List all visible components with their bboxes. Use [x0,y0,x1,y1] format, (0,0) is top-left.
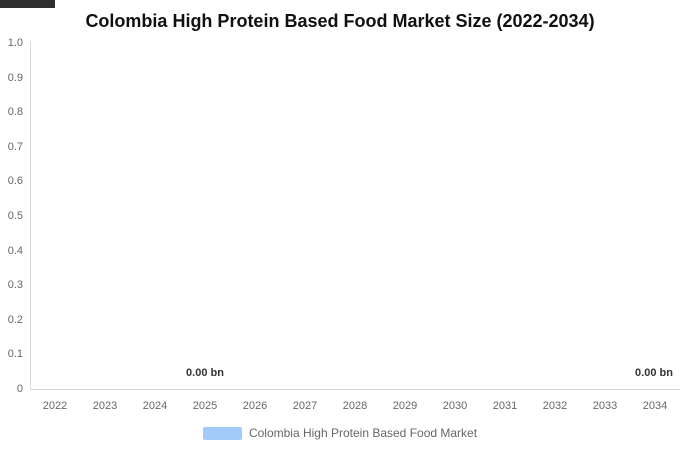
x-tick-label: 2028 [342,400,368,412]
x-tick-label: 2023 [92,400,118,412]
point-label: 0.00 bn [186,367,224,379]
y-tick-label: 0.9 [7,71,23,84]
chart-title: Colombia High Protein Based Food Market … [85,11,595,31]
y-tick-label: 0 [16,383,23,395]
x-tick-label: 2033 [592,400,618,412]
legend-swatch-icon [202,427,242,440]
x-tick-label: 2025 [192,400,218,412]
x-tick-label: 2030 [442,400,468,412]
top-accent-bar [0,0,55,8]
y-tick-label: 0.4 [7,244,23,257]
y-tick-label: 0.8 [7,106,23,119]
x-tick-label: 2029 [392,400,418,412]
legend: Colombia High Protein Based Food Market [0,425,680,442]
x-tick-label: 2031 [492,400,518,412]
legend-label: Colombia High Protein Based Food Market [248,426,478,440]
x-tick-label: 2032 [542,400,568,412]
y-tick-label: 1.0 [7,37,23,49]
y-tick-label: 0.1 [7,348,23,361]
x-tick-label: 2024 [142,400,168,412]
x-tick-label: 2027 [292,400,318,412]
x-axis-line [30,389,680,390]
y-tick-label: 0.7 [7,140,23,153]
y-tick-label: 0.5 [7,210,23,222]
point-label: 0.00 bn [635,367,673,379]
y-axis-line [30,41,31,390]
legend-item-series[interactable]: Colombia High Protein Based Food Market [202,426,478,441]
x-tick-label: 2026 [242,400,268,412]
x-tick-label: 2022 [42,400,68,412]
y-tick-label: 0.2 [7,313,23,326]
y-tick-label: 0.3 [7,279,23,292]
x-tick-label: 2034 [642,400,668,412]
y-tick-label: 0.6 [7,175,23,188]
